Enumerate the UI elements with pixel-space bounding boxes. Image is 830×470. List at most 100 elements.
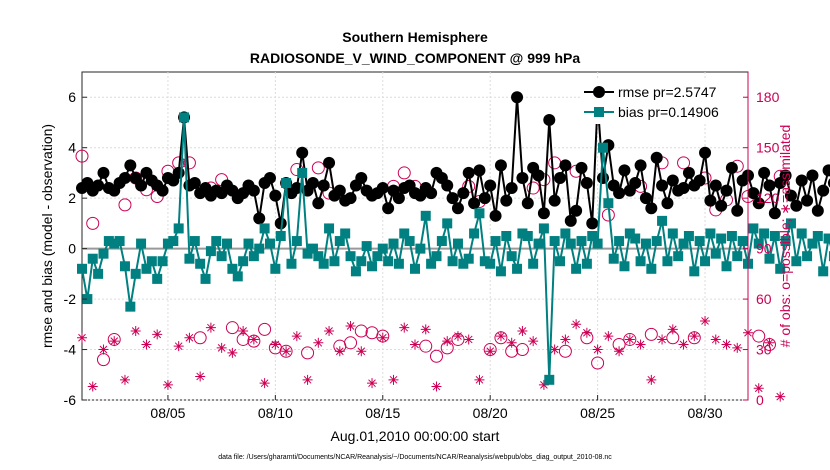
bias-point: [152, 273, 163, 284]
assimilated-obs-point: [270, 339, 281, 350]
assimilated-obs-point: [248, 334, 259, 345]
bias-point: [581, 258, 592, 269]
bias-point: [780, 236, 791, 247]
rmse-point: [451, 202, 464, 215]
bias-point: [726, 231, 737, 241]
possible-obs-point: [75, 149, 89, 163]
assimilated-obs-point: [377, 332, 388, 343]
bias-point: [297, 167, 308, 178]
bias-point: [179, 112, 190, 123]
bias-point: [517, 228, 528, 239]
bias-point: [232, 271, 243, 282]
assimilated-obs-point: [549, 344, 560, 355]
assimilated-obs-point: [753, 383, 764, 394]
bias-point: [576, 236, 587, 247]
assimilated-obs-point: [313, 337, 324, 348]
bias-point: [200, 273, 211, 284]
assimilated-obs-point: [571, 319, 582, 330]
bias-point: [222, 238, 233, 249]
rmse-point: [801, 194, 814, 207]
rmse-point: [580, 177, 593, 190]
bias-point: [383, 256, 394, 267]
bias-point: [495, 266, 506, 277]
bias-point: [587, 231, 598, 241]
possible-obs-point: [301, 346, 315, 360]
y-tick-label-3: 0: [68, 241, 76, 257]
bias-point: [458, 258, 469, 269]
assimilated-obs-point: [614, 346, 625, 357]
rmse-point: [715, 199, 728, 212]
legend-rmse-marker: [593, 86, 605, 98]
assimilated-obs-point: [732, 342, 743, 353]
bias-point: [340, 228, 351, 239]
assimilated-obs-point: [259, 378, 270, 389]
rmse-point: [758, 166, 771, 179]
bias-point: [678, 238, 689, 249]
possible-obs-point: [752, 329, 766, 343]
rmse-point: [752, 197, 765, 210]
assimilated-obs-point: [291, 331, 302, 342]
bias-point: [410, 263, 420, 274]
x-tick-label-1: 08/10: [258, 405, 293, 421]
rmse-point: [682, 166, 695, 179]
x-tick-label-5: 08/30: [688, 405, 723, 421]
possible-obs-point: [429, 349, 443, 363]
rmse-point: [806, 169, 819, 182]
assimilated-obs-point: [517, 326, 528, 337]
assimilated-obs-point: [431, 381, 442, 392]
bias-point: [753, 238, 764, 249]
possible-obs-point: [311, 161, 325, 175]
rmse-point: [537, 207, 550, 220]
rmse-point: [247, 184, 260, 197]
bias-point: [689, 266, 700, 277]
y-tick-label-1: -4: [64, 342, 77, 358]
possible-obs-point: [182, 156, 196, 170]
rmse-point: [731, 204, 744, 217]
rmse-point: [543, 113, 556, 126]
bias-series: [77, 112, 830, 385]
legend: rmse pr=2.5747 bias pr=0.14906: [581, 78, 743, 124]
bias-point: [157, 256, 168, 267]
bias-point: [614, 236, 625, 247]
rmse-point: [92, 179, 105, 192]
bias-point: [243, 238, 254, 249]
assimilated-obs-point: [87, 381, 98, 392]
rmse-point: [505, 182, 518, 195]
bias-point: [597, 142, 608, 153]
bias-point: [528, 258, 539, 269]
bias-point: [275, 231, 286, 241]
rmse-point: [441, 179, 454, 192]
rmse-point: [709, 179, 722, 192]
y-axis-label: rmse and bias (model - observation): [39, 124, 55, 348]
rmse-point: [188, 177, 201, 190]
assimilated-obs-point: [227, 347, 238, 358]
rmse-point: [811, 204, 824, 217]
bias-point: [211, 236, 222, 247]
bias-point: [474, 208, 485, 219]
rmse-point: [468, 197, 481, 210]
assimilated-obs-point: [324, 326, 335, 337]
assimilated-obs-point: [560, 334, 571, 345]
rmse-point: [263, 171, 276, 184]
rmse-point: [725, 161, 738, 174]
bias-point: [560, 228, 571, 239]
bias-point: [549, 236, 560, 247]
possible-obs-point: [591, 356, 605, 370]
footnote: data file: /Users/gharamti/Documents/NCA…: [218, 454, 612, 461]
bias-point: [635, 256, 646, 267]
rmse-point: [699, 146, 712, 159]
bias-point: [109, 238, 120, 249]
bias-point: [657, 215, 668, 226]
bias-point: [812, 231, 823, 241]
assimilated-obs-point: [603, 331, 614, 342]
rmse-point: [382, 202, 395, 215]
x-tick-label-4: 08/25: [580, 405, 615, 421]
assimilated-obs-point: [216, 342, 227, 353]
rmse-point: [693, 174, 706, 187]
rmse-point: [639, 192, 652, 205]
rmse-point: [269, 189, 282, 202]
rmse-point: [118, 171, 131, 184]
bias-point: [399, 228, 410, 239]
y2-tick-label-0: 0: [756, 392, 764, 408]
chart-title: Southern Hemisphere: [342, 29, 488, 45]
